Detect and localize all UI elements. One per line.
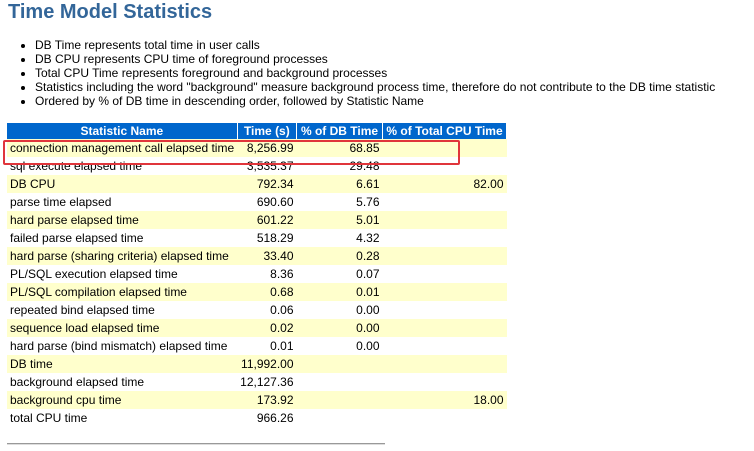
- table-row: repeated bind elapsed time 0.06 0.00: [7, 301, 507, 319]
- value-cell: [383, 193, 507, 211]
- table-row: sql execute elapsed time 3,535.37 29.48: [7, 157, 507, 175]
- table-row: connection management call elapsed time 8…: [7, 139, 507, 157]
- column-header: % of DB Time: [296, 123, 384, 139]
- value-cell: [296, 355, 383, 373]
- value-cell: [297, 373, 383, 391]
- value-cell: [297, 409, 383, 427]
- table-row: sequence load elapsed time 0.02 0.00: [7, 319, 507, 337]
- value-cell: 18.00: [382, 391, 507, 409]
- value-cell: [296, 391, 383, 409]
- note-item: DB CPU represents CPU time of foreground…: [35, 52, 715, 66]
- value-cell: 5.01: [296, 211, 383, 229]
- value-cell: 0.00: [296, 319, 383, 337]
- value-cell: 518.29: [256, 231, 294, 245]
- table-row: hard parse elapsed time 601.22 5.01: [7, 211, 507, 229]
- value-cell: 173.92: [237, 391, 297, 409]
- value-cell: 12,127.36: [240, 375, 294, 389]
- value-cell: 4.32: [356, 231, 380, 245]
- note-item: Statistics including the word "backgroun…: [35, 80, 715, 94]
- statistic-name: background cpu time: [7, 391, 238, 409]
- value-cell: 0.68: [237, 283, 297, 301]
- notes-list: DB Time represents total time in user ca…: [15, 38, 715, 108]
- statistic-name: hard parse (sharing criteria) elapsed ti…: [7, 247, 238, 265]
- value-cell: 0.00: [356, 339, 380, 353]
- value-cell: 792.34: [237, 175, 297, 193]
- table-row: background cpu time 173.92 18.00: [7, 391, 507, 409]
- value-cell: 0.01: [270, 339, 294, 353]
- value-cell: [382, 355, 507, 373]
- value-cell: 29.48: [349, 159, 380, 173]
- value-cell: 690.60: [256, 195, 294, 209]
- value-cell: [382, 319, 507, 337]
- note-item: DB Time represents total time in user ca…: [35, 38, 715, 52]
- value-cell: [383, 301, 507, 319]
- separator: [7, 443, 385, 445]
- page-title: Time Model Statistics: [8, 1, 213, 23]
- statistic-name: sql execute elapsed time: [10, 159, 143, 173]
- statistic-name: PL/SQL compilation elapsed time: [7, 283, 238, 301]
- value-cell: [383, 265, 507, 283]
- value-cell: [383, 409, 507, 427]
- value-cell: 0.01: [296, 283, 383, 301]
- statistic-name: background elapsed time: [10, 375, 145, 389]
- table-row: background elapsed time 12,127.36: [7, 373, 507, 391]
- statistic-name: repeated bind elapsed time: [10, 303, 155, 317]
- table-row: parse time elapsed 690.60 5.76: [7, 193, 507, 211]
- table-row: failed parse elapsed time 518.29 4.32: [7, 229, 507, 247]
- statistic-name: total CPU time: [10, 411, 88, 425]
- column-header: Time (s): [237, 123, 298, 139]
- value-cell: 82.00: [382, 175, 507, 193]
- header-row: Statistic Name Time (s)% of DB Time% of T…: [7, 123, 508, 139]
- value-cell: 5.76: [356, 195, 380, 209]
- value-cell: 11,992.00: [237, 355, 297, 373]
- statistic-name: failed parse elapsed time: [10, 231, 144, 245]
- statistic-name: connection management call elapsed time: [7, 139, 238, 157]
- statistic-name: DB CPU: [7, 175, 238, 193]
- table-row: DB CPU 792.34 6.61 82.00: [7, 175, 507, 193]
- table-row: hard parse (bind mismatch) elapsed time 0…: [7, 337, 507, 355]
- value-cell: 3,535.37: [246, 159, 294, 173]
- value-cell: [382, 283, 507, 301]
- value-cell: 0.02: [237, 319, 297, 337]
- statistic-name: PL/SQL execution elapsed time: [10, 267, 178, 281]
- column-header: % of Total CPU Time: [382, 123, 508, 139]
- value-cell: 33.40: [237, 247, 297, 265]
- value-cell: [383, 337, 507, 355]
- table-row: hard parse (sharing criteria) elapsed ti…: [7, 247, 507, 265]
- value-cell: 8.36: [270, 267, 294, 281]
- value-cell: 0.07: [356, 267, 380, 281]
- note-item: Ordered by % of DB time in descending or…: [35, 94, 715, 108]
- value-cell: 68.85: [296, 139, 383, 157]
- note-item: Total CPU Time represents foreground and…: [35, 66, 715, 80]
- table-row: DB time 11,992.00: [7, 355, 507, 373]
- table-row: PL/SQL compilation elapsed time 0.68 0.01: [7, 283, 507, 301]
- stats-table: Statistic Name Time (s)% of DB Time% of T…: [7, 123, 508, 427]
- value-cell: 966.26: [256, 411, 294, 425]
- value-cell: 0.06: [270, 303, 294, 317]
- value-cell: 8,256.99: [237, 139, 297, 157]
- table-row: total CPU time 966.26: [7, 409, 507, 427]
- statistic-name: sequence load elapsed time: [7, 319, 238, 337]
- value-cell: [382, 139, 507, 157]
- value-cell: 0.28: [296, 247, 383, 265]
- table-row: PL/SQL execution elapsed time 8.36 0.07: [7, 265, 507, 283]
- value-cell: 6.61: [296, 175, 383, 193]
- highlight-box: [3, 140, 460, 165]
- value-cell: [383, 229, 507, 247]
- statistic-name: hard parse elapsed time: [7, 211, 238, 229]
- value-cell: [382, 247, 507, 265]
- statistic-name: parse time elapsed: [10, 195, 112, 209]
- value-cell: 0.00: [356, 303, 380, 317]
- statistic-name: DB time: [7, 355, 238, 373]
- value-cell: [383, 373, 507, 391]
- column-header: Statistic Name: [7, 123, 238, 139]
- value-cell: 601.22: [237, 211, 297, 229]
- value-cell: [382, 211, 507, 229]
- statistic-name: hard parse (bind mismatch) elapsed time: [10, 339, 228, 353]
